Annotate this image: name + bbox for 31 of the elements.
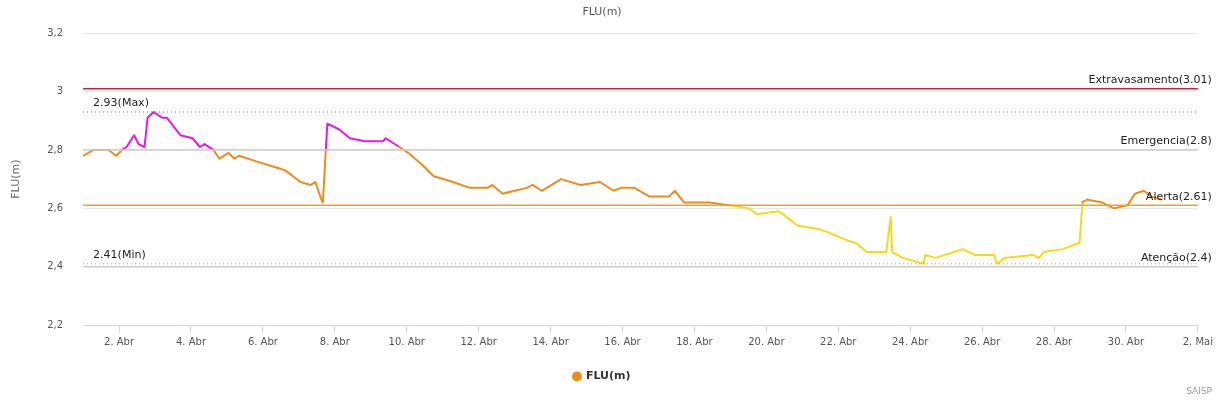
y-tick-label: 2,8 bbox=[47, 143, 64, 155]
x-tick-label: 8. Abr bbox=[319, 335, 351, 347]
ref-line-label: Atenção(2.4) bbox=[1140, 251, 1212, 264]
chart-title: FLU(m) bbox=[582, 5, 622, 19]
x-tick-label: 12. Abr bbox=[460, 335, 498, 347]
x-tick-label: 10. Abr bbox=[388, 335, 426, 347]
x-tick-label: 2. Mai bbox=[1182, 335, 1214, 347]
y-tick-label: 2,6 bbox=[47, 201, 64, 213]
x-tick-label: 2. Abr bbox=[104, 335, 135, 347]
x-tick-label: 18. Abr bbox=[676, 335, 714, 347]
x-tick-label: 30. Abr bbox=[1107, 335, 1146, 347]
x-tick-label: 24. Abr bbox=[892, 335, 930, 347]
x-tick-label: 6. Abr bbox=[247, 335, 279, 347]
y-tick-label: 2,4 bbox=[47, 260, 64, 272]
x-tick-label: 14. Abr bbox=[532, 335, 570, 347]
y-tick-label: 3 bbox=[56, 85, 64, 97]
y-tick-label: 3,2 bbox=[47, 26, 64, 38]
y-axis-title: FLU(m) bbox=[9, 159, 23, 199]
ref-line-label: 2.41(Min) bbox=[93, 248, 146, 262]
x-tick-label: 26. Abr bbox=[963, 335, 1002, 347]
ref-line-label: Emergencia(2.8) bbox=[1120, 134, 1212, 148]
legend-label: FLU(m) bbox=[585, 369, 631, 383]
ref-line-label: 2.93(Max) bbox=[93, 96, 149, 110]
y-tick-label: 2,2 bbox=[47, 318, 64, 330]
x-tick-label: 28. Abr bbox=[1035, 335, 1074, 347]
x-tick-label: 20. Abr bbox=[748, 335, 786, 347]
x-tick-label: 22. Abr bbox=[820, 335, 858, 347]
ref-line-label: Extravasamento(3.01) bbox=[1088, 73, 1212, 86]
text: SAISP bbox=[1186, 385, 1213, 396]
x-tick-label: 4. Abr bbox=[175, 335, 207, 347]
x-tick-label: 16. Abr bbox=[604, 335, 642, 347]
